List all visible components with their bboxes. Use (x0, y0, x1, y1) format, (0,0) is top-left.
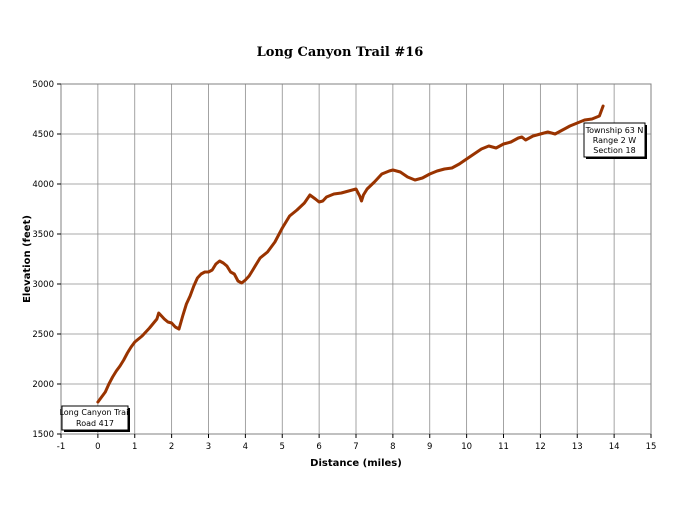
y-tick-label: 4000 (32, 180, 54, 190)
annotation-start-line-1: Long Canyon Trail (59, 408, 130, 417)
x-tick-label: 10 (461, 442, 472, 452)
x-tick-label: 4 (243, 442, 248, 452)
grid (60, 83, 652, 435)
annotation-start: Long Canyon Trail Road 417 (59, 405, 131, 432)
x-tick-label: 1 (132, 442, 137, 452)
annotation-start-line-2: Road 417 (76, 419, 114, 428)
x-axis-label: Distance (miles) (310, 458, 402, 469)
x-tick-label: 13 (572, 442, 583, 452)
x-tick-label: 5 (280, 442, 285, 452)
y-axis-ticks: 1500 2000 2500 3000 3500 4000 4500 5000 (32, 80, 61, 440)
annotation-end: Township 63 N Range 2 W Section 18 (583, 122, 647, 159)
y-axis-label: Elevation (feet) (22, 215, 33, 303)
x-axis-ticks: -1 0 1 2 3 4 5 6 7 8 9 10 11 12 13 14 15 (57, 434, 657, 452)
x-tick-label: 6 (316, 442, 321, 452)
x-tick-label: 12 (535, 442, 546, 452)
x-tick-label: 7 (353, 442, 358, 452)
y-tick-label: 5000 (32, 80, 54, 90)
x-tick-label: 9 (427, 442, 432, 452)
x-tick-label: 2 (169, 442, 174, 452)
elevation-series-line (96, 104, 605, 404)
x-tick-label: 8 (390, 442, 395, 452)
y-tick-label: 2000 (32, 380, 54, 390)
chart-title: Long Canyon Trail #16 (257, 45, 424, 60)
annotation-end-box (583, 122, 646, 158)
annotation-end-line-1: Township 63 N (585, 126, 644, 135)
x-tick-label: 0 (95, 442, 100, 452)
x-tick-label: 11 (498, 442, 509, 452)
x-tick-label: 3 (206, 442, 211, 452)
series-layer (96, 104, 605, 404)
x-tick-label: 15 (646, 442, 657, 452)
x-tick-label: 14 (609, 442, 620, 452)
y-tick-label: 4500 (32, 130, 54, 140)
y-tick-label: 3500 (32, 230, 54, 240)
annotation-end-line-3: Section 18 (593, 146, 635, 155)
annotation-end-line-2: Range 2 W (593, 136, 637, 145)
x-tick-label: -1 (57, 442, 65, 452)
y-tick-label: 2500 (32, 330, 54, 340)
y-tick-label: 1500 (32, 430, 54, 440)
annotation-start-box (61, 405, 129, 431)
y-tick-label: 3000 (32, 280, 54, 290)
